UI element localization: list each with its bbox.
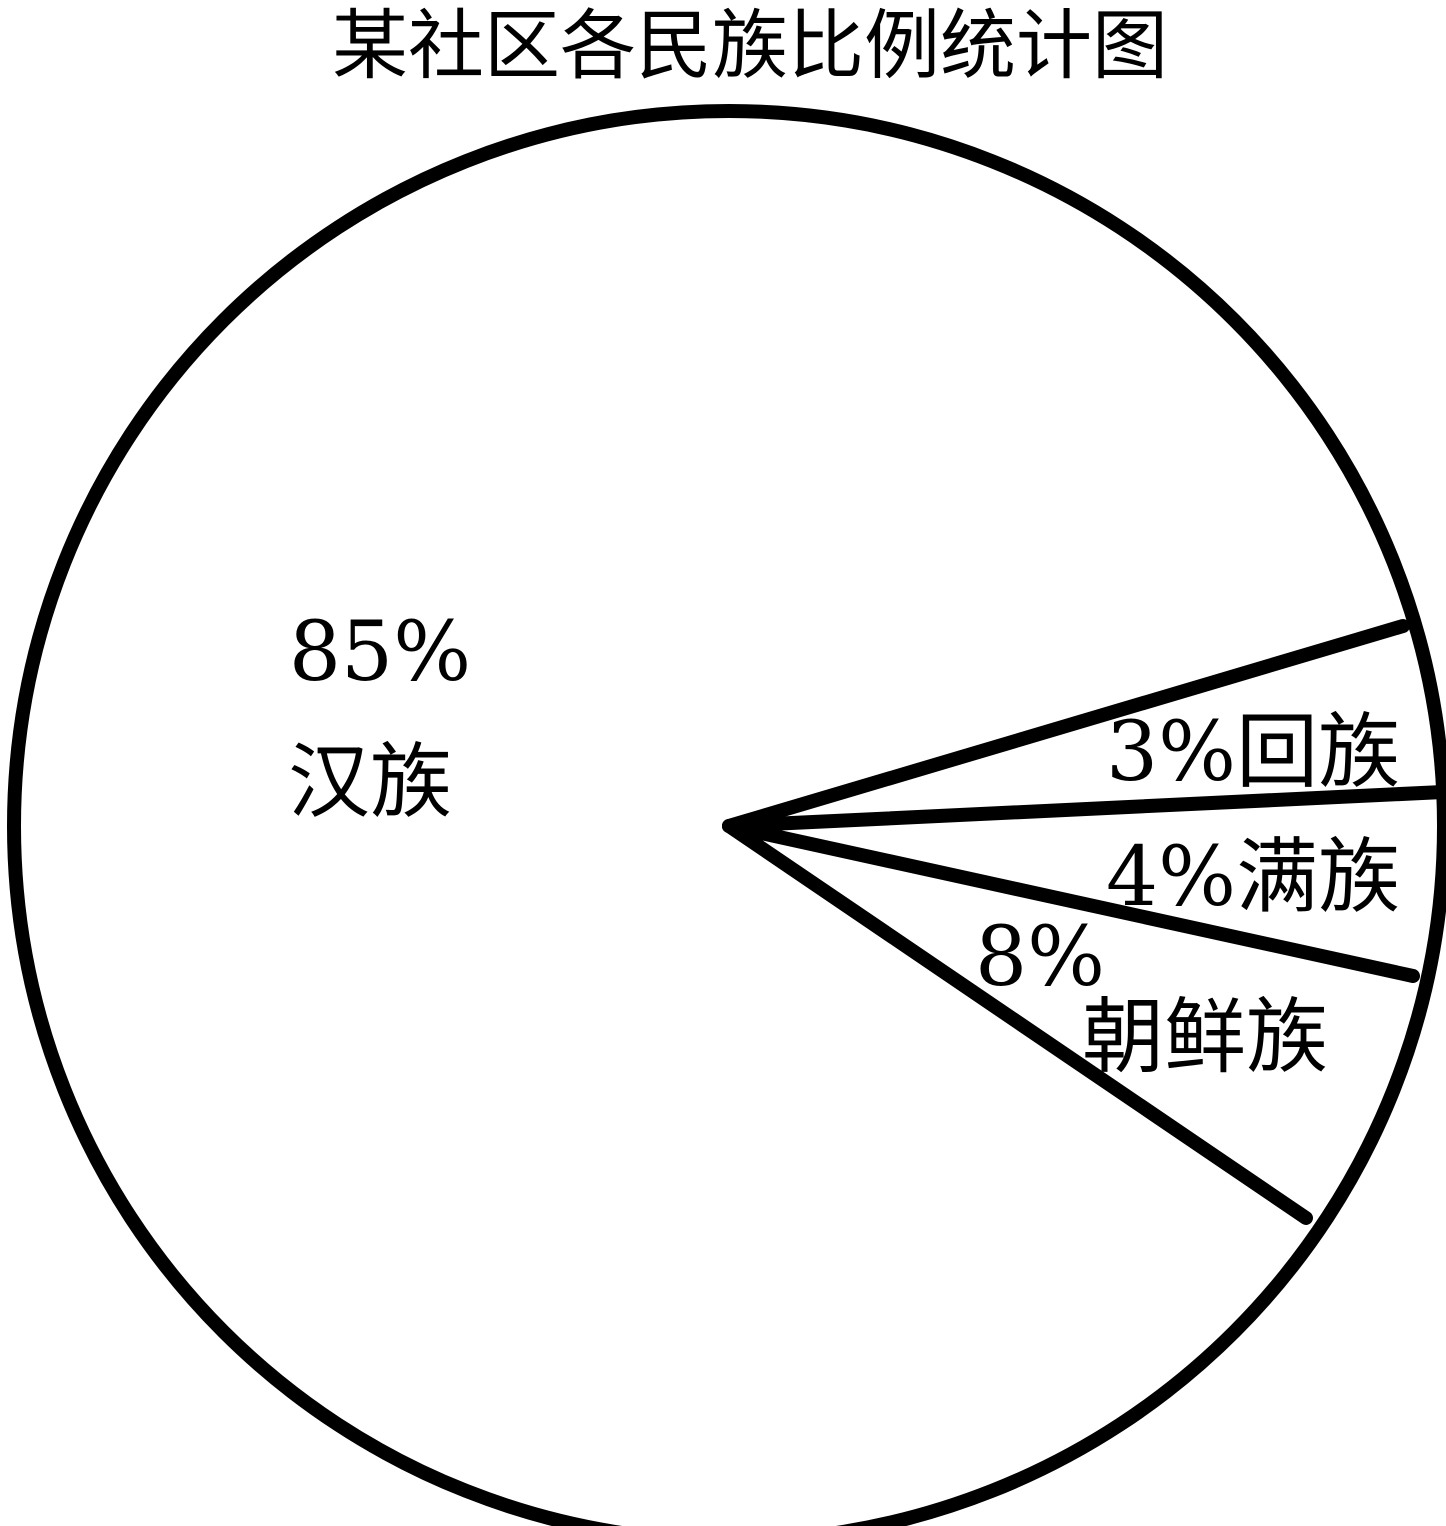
- slice-chaoxian-name: 朝鲜族: [1082, 990, 1328, 1085]
- slice-chaoxian-percent: 8%: [975, 910, 1105, 1005]
- slice-man-name: 满族: [1236, 830, 1400, 925]
- slice-man-percent: 4%: [1106, 830, 1236, 925]
- slice-divider-hui-man: [722, 785, 1446, 833]
- slice-hui-label: 3%回族: [1106, 705, 1400, 800]
- slice-divider-hui-start: [722, 619, 1410, 833]
- chart-title: 某社区各民族比例统计图: [332, 1, 1168, 90]
- slice-divider-man-chaoxian: [722, 819, 1420, 983]
- slice-han-percent: 85%: [289, 605, 471, 700]
- slice-hui-percent: 3%: [1106, 705, 1236, 800]
- slice-hui: 3%回族: [1106, 705, 1400, 800]
- pie-outline: [7, 104, 1446, 1526]
- slice-han: 85% 汉族: [288, 605, 471, 830]
- slice-man-label: 4%满族: [1106, 830, 1400, 925]
- slice-man: 4%满族: [1106, 830, 1400, 925]
- slice-hui-name: 回族: [1236, 705, 1400, 800]
- slice-han-name: 汉族: [288, 735, 452, 830]
- slice-divider-chaoxian-end: [722, 819, 1313, 1225]
- slice-chaoxian: 8% 朝鲜族: [975, 910, 1328, 1085]
